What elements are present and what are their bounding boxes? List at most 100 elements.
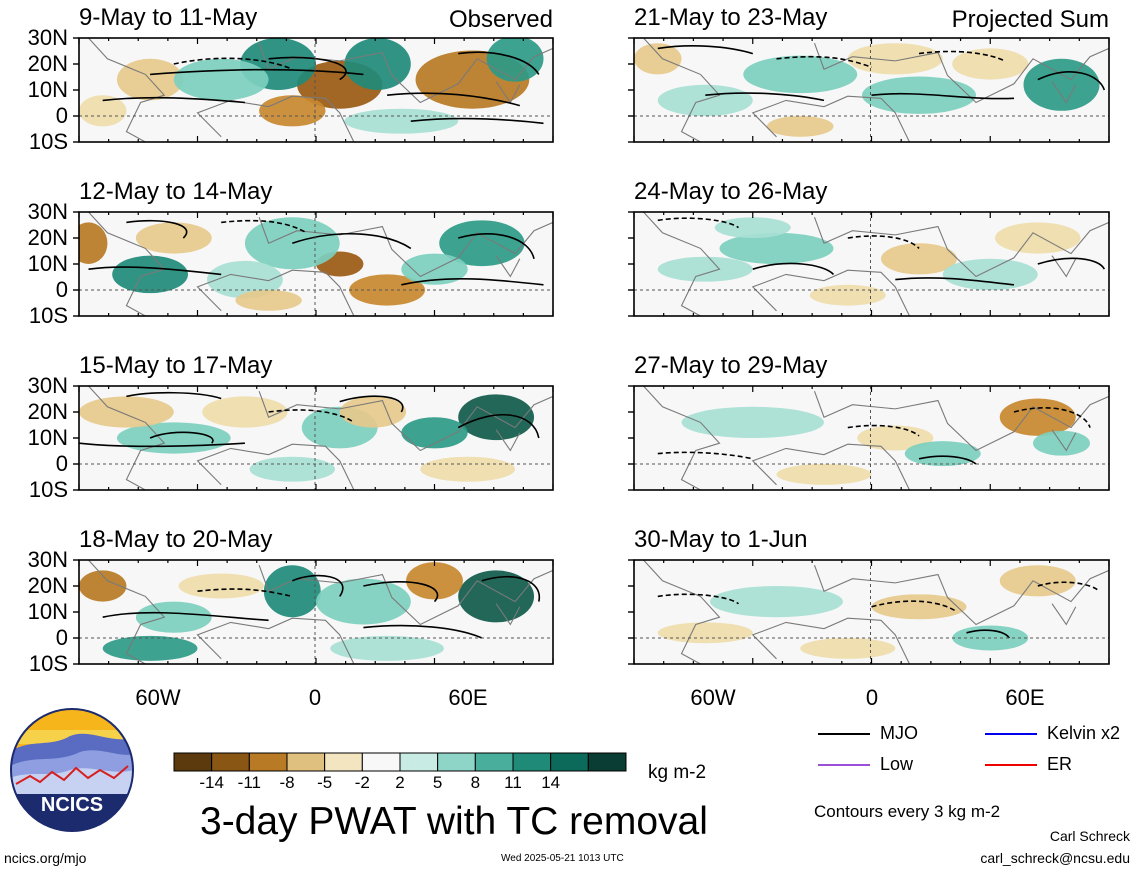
pwat-anomaly-blob	[339, 396, 407, 428]
coastline	[751, 617, 910, 664]
legend-line	[985, 763, 1037, 766]
pwat-anomaly-blob	[112, 255, 189, 294]
y-tick-label: 0	[55, 103, 68, 128]
mjo-contour	[363, 581, 439, 603]
y-tick-label: 30N	[27, 199, 68, 224]
mjo-contour	[102, 96, 245, 104]
mjo-contour	[657, 451, 753, 460]
mjo-contour	[895, 277, 1015, 286]
coastline	[1051, 603, 1077, 626]
footer-timestamp: Wed 2025-05-21 1013 UTC	[501, 853, 624, 864]
pwat-anomaly-blob	[809, 284, 886, 306]
pwat-anomaly-blob	[857, 425, 934, 451]
mjo-contour	[458, 51, 540, 75]
footer-email: carl_schreck@ncsu.edu	[980, 850, 1130, 866]
mjo-contour	[481, 575, 541, 602]
pwat-anomaly-blob	[206, 260, 283, 299]
legend-line	[818, 732, 870, 735]
map-panel-1	[79, 212, 553, 316]
colorbar-label: 5	[432, 773, 443, 792]
mjo-contour	[401, 277, 544, 286]
pwat-anomaly-blob	[344, 38, 411, 90]
colorbar-label: -5	[317, 773, 333, 792]
colorbar-swatch	[286, 752, 326, 772]
y-tick-label: 30N	[27, 373, 68, 398]
mjo-contour	[150, 68, 364, 76]
panel-tag: Observed	[448, 6, 553, 33]
colorbar-units: kg m-2	[648, 762, 707, 783]
map-panel-0	[79, 38, 553, 142]
colorbar-label: -2	[354, 773, 370, 792]
mjo-contour	[126, 219, 188, 239]
map-panel-7	[634, 560, 1109, 664]
y-tick-label: 0	[55, 625, 68, 650]
coastline	[495, 603, 521, 626]
coastline	[751, 443, 910, 490]
coastline	[813, 217, 1109, 278]
colorbar-swatch	[173, 752, 213, 772]
coastline	[495, 429, 521, 452]
mjo-contour	[363, 624, 483, 639]
coastline	[88, 38, 166, 142]
pwat-anomaly-blob	[710, 586, 843, 618]
colorbar-label: 8	[470, 773, 481, 792]
mjo-contour	[752, 262, 835, 275]
pwat-anomaly-blob	[406, 562, 463, 600]
colorbar-label: 11	[504, 773, 522, 792]
colorbar-swatch	[361, 752, 401, 772]
y-tick-label: 20N	[27, 51, 68, 76]
main-title: 3-day PWAT with TC removal	[200, 800, 708, 843]
panel-title: 9-May to 11-May	[79, 4, 258, 31]
map-panel-2	[79, 386, 553, 490]
x-tick-60w-left: 60W	[135, 685, 181, 710]
coastline	[643, 38, 721, 142]
legend-label: MJO	[880, 723, 918, 743]
coastline	[1051, 81, 1077, 104]
coastline	[751, 269, 910, 316]
pwat-anomaly-blob	[904, 441, 981, 467]
mjo-contour	[776, 55, 872, 68]
y-tick-label: 10N	[27, 251, 68, 276]
colorbar-swatch	[399, 752, 439, 772]
pwat-anomaly-blob	[458, 570, 535, 623]
legend-line	[985, 732, 1037, 735]
x-tick-60e-left: 60E	[448, 685, 488, 710]
colorbar-label: -8	[279, 773, 295, 792]
contours-note: Contours every 3 kg m-2	[814, 802, 1001, 821]
mjo-contour	[457, 233, 535, 260]
legend-line	[818, 763, 870, 766]
y-tick-label: 10S	[28, 303, 68, 328]
pwat-anomaly-blob	[871, 594, 967, 620]
pwat-anomaly-blob	[173, 58, 269, 101]
y-tick-label: 10S	[28, 477, 68, 502]
pwat-anomaly-blob	[657, 84, 753, 116]
ncics-logo: NCICS	[10, 708, 134, 832]
footer-author: Carl Schreck	[1049, 828, 1130, 844]
pwat-anomaly-blob	[657, 256, 753, 282]
pwat-anomaly-blob	[330, 635, 444, 661]
y-tick-label: 10N	[27, 77, 68, 102]
pwat-anomaly-blob	[847, 43, 943, 75]
pwat-anomaly-blob	[235, 290, 302, 311]
coastline	[196, 443, 355, 490]
coastline	[813, 391, 1109, 452]
coastline	[1051, 429, 1077, 452]
pwat-anomaly-blob	[719, 232, 834, 264]
coastline	[258, 217, 553, 278]
coastline	[88, 560, 166, 664]
colorbar-swatch	[248, 752, 288, 772]
coastline	[813, 565, 1109, 626]
pwat-anomaly-blob	[263, 565, 321, 618]
pwat-anomaly-blob	[316, 578, 411, 625]
colorbar-swatch	[324, 752, 363, 772]
mjo-contour	[1037, 257, 1106, 270]
colorbar-label: -11	[237, 773, 261, 792]
mjo-contour	[126, 391, 222, 400]
panel-title: 15-May to 17-May	[79, 352, 273, 379]
colorbar-label: -14	[199, 773, 224, 792]
panel-title: 30-May to 1-Jun	[634, 526, 808, 553]
coastline	[1051, 255, 1077, 278]
coastline	[258, 43, 553, 104]
pwat-anomaly-blob	[344, 108, 459, 134]
mjo-contour	[1037, 71, 1106, 91]
